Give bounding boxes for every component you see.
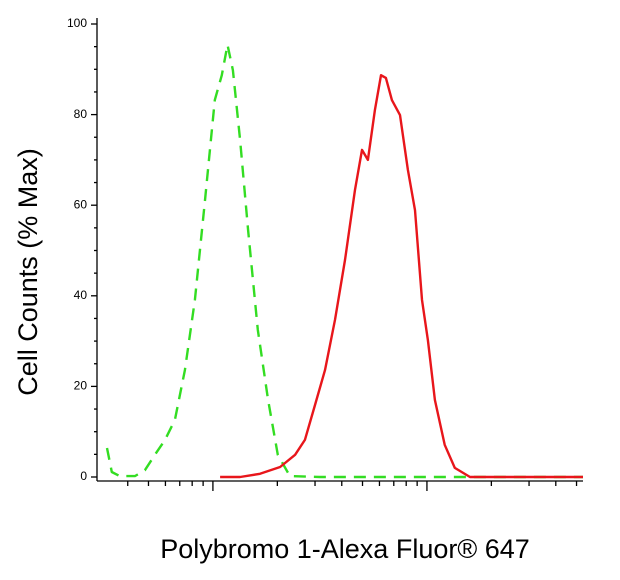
x-axis-title: Polybromo 1-Alexa Fluor® 647	[160, 534, 530, 564]
y-tick-label: 20	[74, 379, 88, 393]
histogram-line	[105, 43, 583, 479]
y-axis-title: Cell Counts (% Max)	[13, 148, 43, 396]
y-tick-label: 80	[74, 107, 88, 121]
y-tick-label: 40	[74, 288, 88, 302]
y-tick-label: 100	[67, 16, 87, 30]
y-tick-label: 60	[74, 197, 88, 211]
histogram-line	[220, 74, 583, 479]
y-tick-label: 0	[80, 469, 87, 483]
